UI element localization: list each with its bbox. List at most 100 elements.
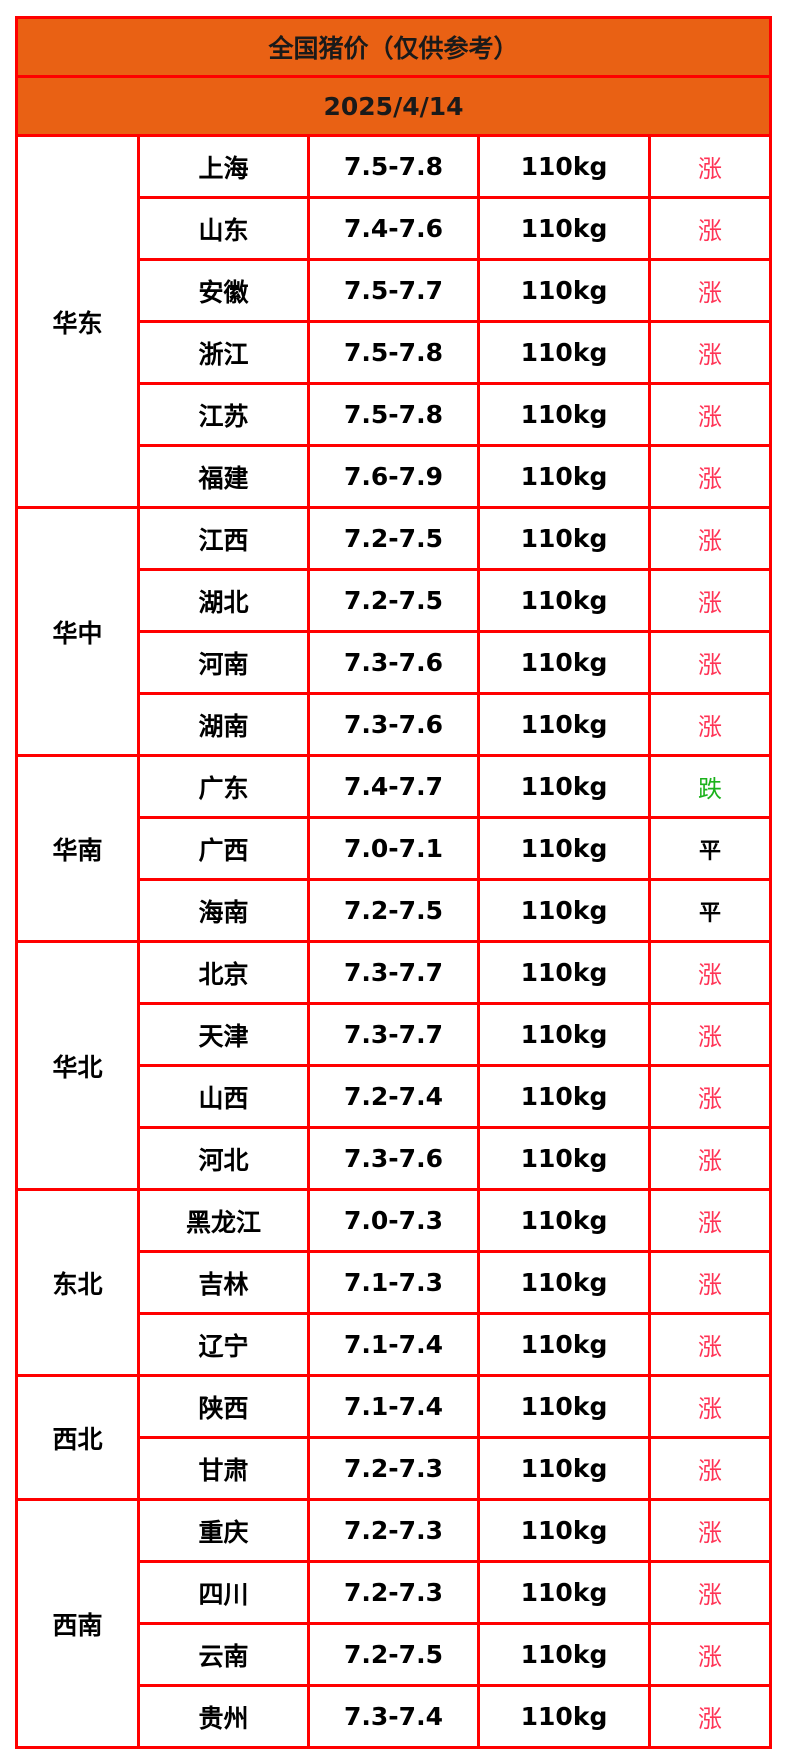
- price-cell: 7.5-7.7: [307, 258, 480, 323]
- price-cell: 7.6-7.9: [307, 444, 480, 509]
- table-row: 西北 陕西 7.1-7.4 110kg 涨: [15, 1374, 773, 1501]
- province-cell: 吉林: [137, 1250, 310, 1315]
- table-row: 山西 7.2-7.4 110kg 涨: [17, 1064, 773, 1129]
- weight-cell: 110kg: [477, 1436, 651, 1501]
- weight-cell: 110kg: [477, 816, 651, 881]
- province-cell: 上海: [137, 134, 310, 199]
- trend-cell: 跌: [647, 754, 773, 819]
- price-cell: 7.3-7.6: [307, 692, 480, 757]
- province-cell: 黑龙江: [137, 1188, 310, 1253]
- trend-cell: 涨: [647, 1002, 773, 1067]
- weight-cell: 110kg: [477, 196, 651, 261]
- province-cell: 重庆: [137, 1498, 310, 1563]
- price-cell: 7.3-7.6: [307, 1126, 480, 1191]
- table-row: 江苏 7.5-7.8 110kg 涨: [17, 382, 773, 447]
- price-cell: 7.2-7.5: [307, 568, 480, 633]
- table-row: 华东 上海 7.5-7.8 110kg 涨: [15, 134, 773, 509]
- province-cell: 河北: [137, 1126, 310, 1191]
- weight-cell: 110kg: [477, 382, 651, 447]
- table-row: 辽宁 7.1-7.4 110kg 涨: [17, 1312, 773, 1377]
- table-row: 东北 黑龙江 7.0-7.3 110kg 涨: [15, 1188, 773, 1377]
- price-cell: 7.1-7.3: [307, 1250, 480, 1315]
- trend-cell: 涨: [647, 1312, 773, 1377]
- table-row: 山东 7.4-7.6 110kg 涨: [17, 196, 773, 261]
- price-cell: 7.3-7.4: [307, 1684, 480, 1749]
- region-cell: 华北: [15, 940, 140, 1191]
- trend-cell: 涨: [647, 1250, 773, 1315]
- trend-cell: 涨: [647, 1436, 773, 1501]
- weight-cell: 110kg: [477, 1622, 651, 1687]
- province-cell: 云南: [137, 1622, 310, 1687]
- trend-cell: 涨: [647, 134, 773, 199]
- trend-cell: 涨: [647, 320, 773, 385]
- table-row: 湖南 7.3-7.6 110kg 涨: [17, 692, 773, 757]
- price-cell: 7.2-7.3: [307, 1560, 480, 1625]
- price-cell: 7.0-7.3: [307, 1188, 480, 1253]
- weight-cell: 110kg: [477, 568, 651, 633]
- trend-cell: 涨: [647, 1126, 773, 1191]
- province-cell: 山西: [137, 1064, 310, 1129]
- price-cell: 7.5-7.8: [307, 382, 480, 447]
- province-cell: 广西: [137, 816, 310, 881]
- weight-cell: 110kg: [477, 1312, 651, 1377]
- weight-cell: 110kg: [477, 754, 651, 819]
- price-cell: 7.2-7.5: [307, 878, 480, 943]
- weight-cell: 110kg: [477, 1374, 651, 1439]
- weight-cell: 110kg: [477, 320, 651, 385]
- price-cell: 7.3-7.7: [307, 940, 480, 1005]
- trend-cell: 平: [647, 816, 773, 881]
- trend-cell: 涨: [647, 258, 773, 323]
- table-row: 安徽 7.5-7.7 110kg 涨: [17, 258, 773, 323]
- weight-cell: 110kg: [477, 444, 651, 509]
- region-cell: 西南: [15, 1498, 140, 1749]
- table-row: 福建 7.6-7.9 110kg 涨: [17, 444, 773, 509]
- weight-cell: 110kg: [477, 692, 651, 757]
- price-cell: 7.2-7.5: [307, 506, 480, 571]
- province-cell: 江苏: [137, 382, 310, 447]
- price-cell: 7.4-7.7: [307, 754, 480, 819]
- price-cell: 7.3-7.7: [307, 1002, 480, 1067]
- price-cell: 7.2-7.5: [307, 1622, 480, 1687]
- weight-cell: 110kg: [477, 506, 651, 571]
- price-cell: 7.2-7.4: [307, 1064, 480, 1129]
- province-cell: 湖北: [137, 568, 310, 633]
- region-cell: 西北: [15, 1374, 140, 1501]
- province-cell: 辽宁: [137, 1312, 310, 1377]
- table-row: 吉林 7.1-7.3 110kg 涨: [17, 1250, 773, 1315]
- price-cell: 7.2-7.3: [307, 1498, 480, 1563]
- trend-cell: 涨: [647, 630, 773, 695]
- province-cell: 甘肃: [137, 1436, 310, 1501]
- province-cell: 陕西: [137, 1374, 310, 1439]
- trend-cell: 涨: [647, 196, 773, 261]
- table-row: 广西 7.0-7.1 110kg 平: [17, 816, 773, 881]
- weight-cell: 110kg: [477, 258, 651, 323]
- weight-cell: 110kg: [477, 1684, 651, 1749]
- region-cell: 东北: [15, 1188, 140, 1377]
- region-cell: 华东: [15, 134, 140, 509]
- province-cell: 广东: [137, 754, 310, 819]
- trend-cell: 涨: [647, 506, 773, 571]
- table-row: 华中 江西 7.2-7.5 110kg 涨: [15, 506, 773, 757]
- weight-cell: 110kg: [477, 1064, 651, 1129]
- trend-cell: 平: [647, 878, 773, 943]
- region-cell: 华南: [15, 754, 140, 943]
- price-cell: 7.5-7.8: [307, 320, 480, 385]
- table-row: 湖北 7.2-7.5 110kg 涨: [17, 568, 773, 633]
- province-cell: 北京: [137, 940, 310, 1005]
- province-cell: 湖南: [137, 692, 310, 757]
- table-row: 浙江 7.5-7.8 110kg 涨: [17, 320, 773, 385]
- price-cell: 7.2-7.3: [307, 1436, 480, 1501]
- price-cell: 7.5-7.8: [307, 134, 480, 199]
- table-row: 云南 7.2-7.5 110kg 涨: [17, 1622, 773, 1687]
- weight-cell: 110kg: [477, 1002, 651, 1067]
- trend-cell: 涨: [647, 1622, 773, 1687]
- region-cell: 华中: [15, 506, 140, 757]
- trend-cell: 涨: [647, 692, 773, 757]
- table-title: 全国猪价（仅供参考）: [14, 16, 773, 78]
- province-cell: 河南: [137, 630, 310, 695]
- table-row: 西南 重庆 7.2-7.3 110kg 涨: [15, 1498, 773, 1749]
- province-cell: 天津: [137, 1002, 310, 1067]
- price-cell: 7.0-7.1: [307, 816, 480, 881]
- weight-cell: 110kg: [477, 1188, 651, 1253]
- weight-cell: 110kg: [477, 1250, 651, 1315]
